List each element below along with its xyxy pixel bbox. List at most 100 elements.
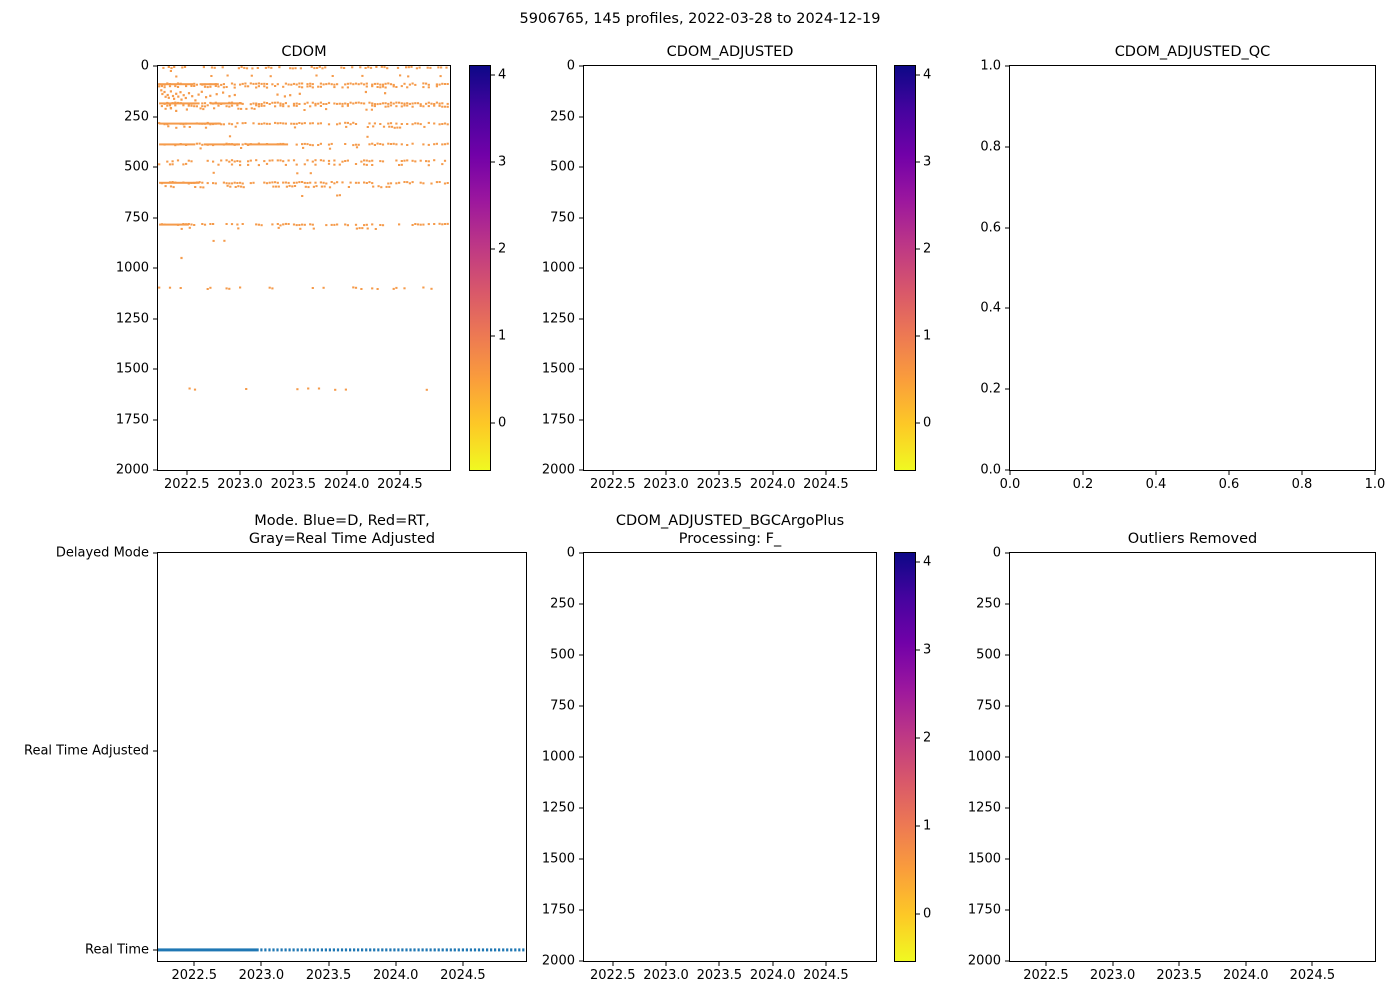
- y-tick-label: 2000: [541, 462, 575, 478]
- x-tick-label: 1.0: [1364, 477, 1386, 492]
- y-tick-label: 0: [140, 58, 149, 74]
- colorbar-tick-mark: [916, 649, 920, 651]
- y-tick-mark: [579, 756, 583, 758]
- y-tick-label: 500: [550, 647, 575, 663]
- x-tick-mark: [1301, 471, 1303, 475]
- y-tick-label: 1750: [541, 902, 575, 918]
- colorbar-tick-label: 2: [923, 241, 932, 257]
- y-tick-mark: [579, 65, 583, 67]
- x-tick-label: 2024.0: [1223, 968, 1269, 983]
- y-tick-label: 250: [976, 596, 1001, 612]
- colorbar-tick-mark: [916, 737, 920, 739]
- y-tick-mark: [153, 750, 157, 752]
- y-tick-label: 1000: [541, 260, 575, 276]
- y-tick-mark: [579, 318, 583, 319]
- y-tick-mark: [153, 116, 157, 117]
- colorbar-tick-label: 1: [498, 328, 507, 344]
- x-tick-label: 0.8: [1291, 477, 1313, 492]
- x-tick-label: 0.2: [1072, 477, 1094, 492]
- x-tick-mark: [1311, 962, 1313, 966]
- x-tick-mark: [772, 471, 774, 475]
- cdom-adjusted-qc-plot: CDOM_ADJUSTED_QC 0.0 0.2 0.4 0.6 0.8 1.0 1.0 0.…: [980, 44, 1385, 492]
- y-tick-label: 0.4: [980, 300, 1001, 316]
- colorbar-tick-label: 4: [923, 554, 932, 570]
- y-tick-mark: [579, 368, 583, 370]
- y-tick-mark: [579, 469, 583, 471]
- x-tick-label: 2024.5: [803, 477, 849, 492]
- y-tick-mark: [579, 603, 583, 605]
- y-tick-label: 250: [550, 109, 575, 124]
- x-tick-label: 2022.5: [164, 477, 210, 492]
- x-tick-label: 0.0: [999, 477, 1021, 492]
- colorbar-tick-label: 1: [923, 818, 932, 834]
- outliers-removed-plot-title: Outliers Removed: [1127, 530, 1258, 547]
- y-tick-mark: [579, 654, 583, 656]
- y-tick-label: 0: [566, 58, 575, 74]
- y-tick-label: 0.0: [980, 462, 1001, 478]
- y-tick-label: 500: [550, 159, 575, 175]
- colorbar-tick-mark: [916, 248, 920, 250]
- x-tick-mark: [395, 962, 397, 966]
- colorbar-tick-label: 3: [498, 154, 507, 170]
- y-tick-label: 1000: [115, 260, 149, 276]
- y-tick-label: 1750: [541, 412, 575, 427]
- x-tick-label: 2023.0: [1089, 968, 1136, 983]
- x-tick-label: 2023.5: [696, 477, 743, 492]
- y-tick-mark: [579, 705, 583, 707]
- colorbar-tick-mark: [491, 74, 495, 76]
- cdom-adjusted-qc-plot-title: CDOM_ADJUSTED_QC: [1114, 43, 1271, 60]
- y-tick-label: 1250: [967, 800, 1001, 816]
- y-tick-label: 1500: [541, 361, 575, 377]
- y-tick-label: 250: [124, 109, 149, 124]
- x-tick-mark: [718, 471, 720, 475]
- x-tick-mark: [260, 962, 262, 966]
- x-tick-label: 2024.5: [1289, 968, 1336, 983]
- y-tick-label: 1500: [967, 851, 1001, 867]
- y-tick-mark: [579, 217, 583, 218]
- y-tick-mark: [579, 960, 583, 962]
- y-tick-label: Real Time Adjusted: [24, 743, 149, 759]
- outliers-removed-plot: Outliers Removed 2022.5 2023.0 2023.5 2024.…: [968, 531, 1376, 983]
- x-tick-mark: [612, 962, 614, 966]
- colorbar-tick-label: 4: [923, 67, 932, 83]
- y-tick-mark: [153, 469, 157, 471]
- y-tick-mark: [579, 807, 583, 809]
- x-tick-mark: [665, 962, 667, 966]
- figure-title: 5906765, 145 profiles, 2022-03-28 to 202…: [519, 11, 881, 27]
- x-tick-mark: [718, 962, 720, 966]
- y-tick-mark: [1005, 603, 1009, 605]
- x-tick-label: 2023.0: [238, 968, 285, 983]
- x-tick-mark: [1245, 962, 1247, 966]
- colorbar-tick-label: 4: [498, 67, 507, 83]
- y-tick-label: 1750: [967, 902, 1001, 918]
- x-tick-label: 2023.0: [217, 477, 263, 492]
- y-tick-mark: [579, 552, 583, 554]
- x-tick-mark: [186, 471, 188, 475]
- x-tick-mark: [1009, 471, 1011, 475]
- x-tick-mark: [399, 471, 401, 475]
- x-tick-mark: [612, 471, 614, 475]
- x-tick-mark: [328, 962, 330, 966]
- y-tick-mark: [1005, 756, 1009, 758]
- colorbar-tick-label: 1: [923, 328, 932, 344]
- y-tick-mark: [153, 419, 157, 420]
- y-tick-mark: [1005, 65, 1009, 67]
- cdom-adjusted-plot: CDOM_ADJUSTED 2022.5 2023.0 2023.5 2024.0 20…: [542, 44, 877, 492]
- cdom-adjusted-bgcargoplus-plot-title: CDOM_ADJUSTED_BGCArgoPlus Processing: F_: [615, 512, 845, 547]
- cdom-plot-title: CDOM: [281, 43, 327, 60]
- cdom-plot: CDOM 2022.5 2023.0 2023.5 2024.0 2024.5 0 250 5…: [116, 44, 451, 492]
- colorbar-tick-mark: [916, 74, 920, 76]
- y-tick-label: 500: [124, 159, 149, 175]
- y-tick-label: 1500: [541, 851, 575, 867]
- y-tick-label: 2000: [541, 953, 575, 969]
- y-tick-label: 0.6: [980, 220, 1001, 236]
- mode-plot: Mode. Blue=D, Red=RT, Gray=Real Time Adj…: [24, 513, 527, 983]
- y-tick-mark: [153, 552, 157, 554]
- y-tick-mark: [1005, 858, 1009, 860]
- x-tick-mark: [239, 471, 241, 475]
- y-tick-label: 1500: [115, 361, 149, 377]
- y-tick-label: 0.8: [980, 139, 1001, 155]
- y-tick-mark: [579, 116, 583, 117]
- cdom-colorbar: 4 3 2 1 0: [469, 65, 506, 471]
- x-tick-label: 2022.5: [590, 477, 636, 492]
